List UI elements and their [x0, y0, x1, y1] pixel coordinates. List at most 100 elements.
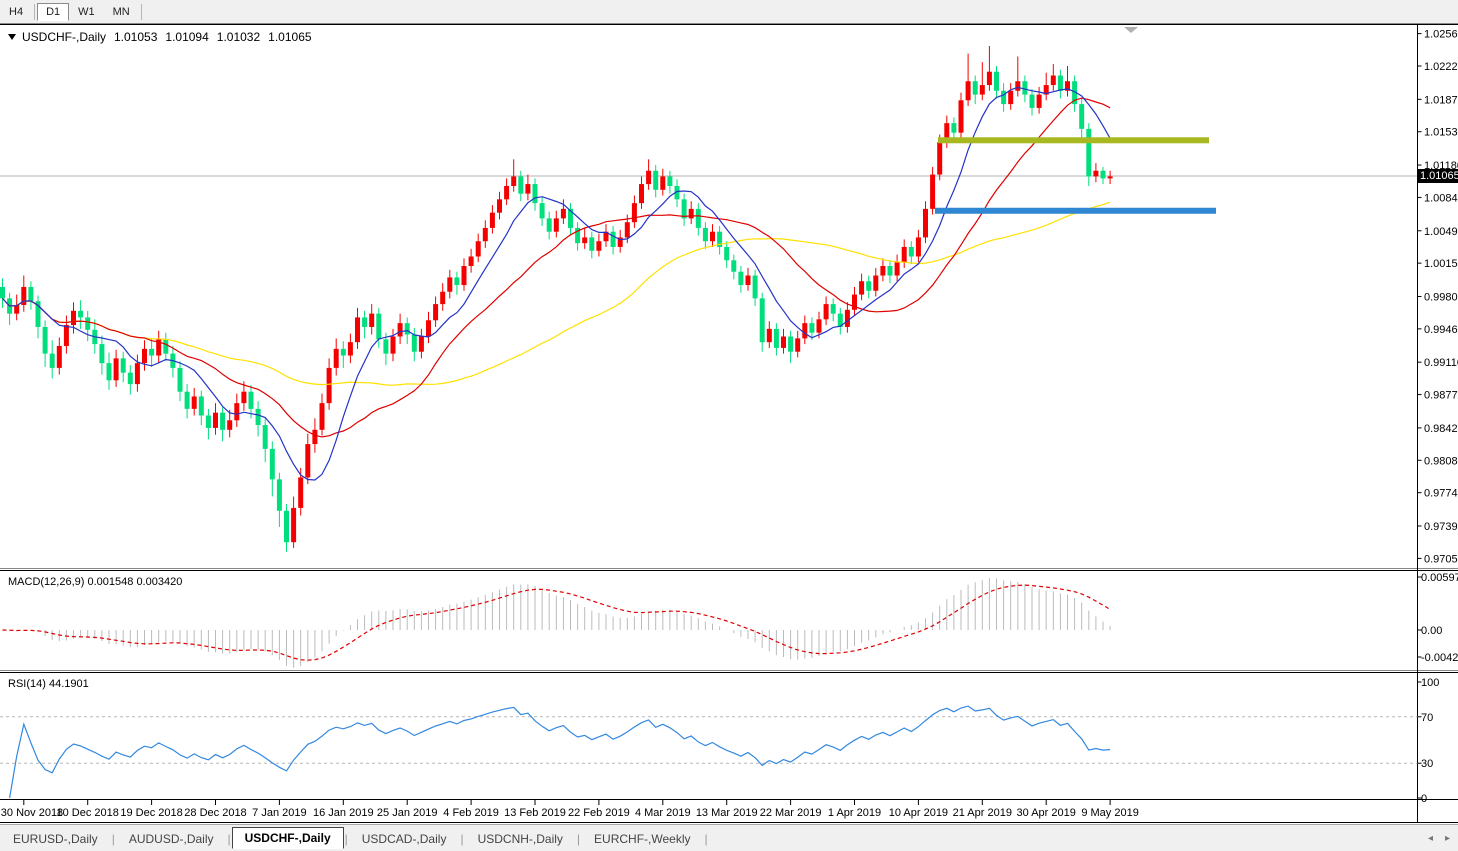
symbol-tab-usdchf[interactable]: USDCHF-,Daily — [231, 826, 344, 849]
candle-body — [390, 336, 396, 354]
candle-body — [49, 353, 55, 368]
candle-body — [56, 346, 62, 368]
candle-body — [773, 328, 779, 348]
candle-body — [262, 425, 268, 449]
rsi-axis-label: 30 — [1421, 758, 1433, 770]
candle-body — [14, 305, 20, 314]
symbol-marker-icon — [8, 34, 16, 40]
candle-body — [965, 81, 971, 101]
candle-body — [710, 231, 715, 242]
symbol-tab-usdcad[interactable]: USDCAD-,Daily — [361, 831, 447, 846]
candle-body — [624, 222, 630, 238]
candle-body — [1036, 94, 1042, 108]
quote-low: 1.01032 — [216, 30, 261, 44]
candle-body — [717, 231, 723, 247]
candle-body — [873, 275, 879, 291]
candle-body — [639, 184, 644, 204]
candle-body — [71, 310, 76, 326]
candle-body — [1057, 75, 1063, 91]
candle-body — [518, 176, 524, 194]
candle-body — [482, 227, 488, 242]
candle-body — [674, 186, 680, 200]
date-axis-label: 4 Mar 2019 — [635, 807, 691, 819]
candle-body — [908, 246, 914, 257]
candle-body — [681, 199, 687, 219]
candle-body — [1079, 104, 1085, 129]
candle-body — [312, 429, 318, 445]
candle-body — [454, 277, 460, 286]
price-axis-label: 1.00490 — [1424, 226, 1458, 238]
candle-body — [603, 231, 609, 242]
date-axis-label: 10 Apr 2019 — [889, 807, 948, 819]
candle-body — [646, 170, 652, 185]
tab-scroll-right-button[interactable]: ▸ — [1444, 833, 1450, 844]
candle-body — [163, 339, 169, 354]
candle-body — [113, 358, 119, 381]
candle-body — [589, 237, 595, 251]
candle-body — [397, 323, 403, 337]
candle-body — [99, 344, 105, 364]
symbol-tab-eurchf[interactable]: EURCHF-,Weekly — [594, 831, 691, 846]
candle-body — [120, 358, 126, 373]
candle-body — [127, 372, 133, 385]
date-axis-label: 30 Nov 2018 — [1, 807, 63, 819]
date-axis-label: 13 Mar 2019 — [696, 807, 758, 819]
macd-value-main: 0.001548 — [87, 576, 134, 588]
candle-body — [766, 328, 772, 343]
candle-body — [688, 208, 694, 219]
tab-separator: | — [344, 831, 348, 846]
candle-body — [305, 444, 311, 478]
date-axis-label: 4 Feb 2019 — [443, 807, 499, 819]
macd-name: MACD(12,26,9) — [8, 576, 85, 588]
symbol-name: USDCHF-,Daily — [22, 30, 106, 44]
symbol-tab-eurusd[interactable]: EURUSD-,Daily — [13, 831, 98, 846]
candle-body — [1043, 85, 1049, 95]
candle-body — [106, 363, 112, 381]
timeframe-tab-h4[interactable]: H4 — [9, 5, 24, 18]
candle-body — [731, 260, 737, 272]
candle-body — [994, 71, 999, 91]
candle-body — [866, 281, 872, 291]
symbol-tab-audusd[interactable]: AUDUSD-,Daily — [128, 831, 214, 846]
macd-axis-label: 0.00 — [1421, 625, 1442, 637]
date-axis-label: 16 Jan 2019 — [313, 807, 374, 819]
timeframe-tab-w1[interactable]: W1 — [78, 5, 95, 18]
candle-body — [887, 266, 893, 276]
date-axis-label: 13 Feb 2019 — [504, 807, 566, 819]
candle-body — [532, 184, 538, 204]
candle-body — [653, 170, 659, 190]
candle-body — [568, 208, 573, 228]
candle-body — [859, 281, 865, 295]
horizontal-sr-line — [935, 207, 1216, 214]
moving-average-line — [2, 86, 1111, 481]
timeframe-tab-mn[interactable]: MN — [112, 5, 130, 18]
candle-body — [1086, 128, 1092, 177]
candle-body — [937, 142, 943, 175]
macd-signal-line — [2, 584, 1111, 661]
symbol-tab-usdcnh[interactable]: USDCNH-,Daily — [477, 831, 563, 846]
candle-body — [1022, 81, 1028, 95]
candle-body — [631, 203, 637, 223]
candle-body — [28, 286, 34, 302]
price-axis-label: 1.02220 — [1424, 61, 1458, 73]
candle-body — [319, 403, 325, 430]
timeframe-tab-d1[interactable]: D1 — [37, 2, 70, 21]
candle-body — [667, 176, 673, 186]
candle-body — [617, 237, 623, 247]
tab-scroll-left-button[interactable]: ◂ — [1427, 833, 1433, 844]
candle-body — [411, 334, 417, 352]
tab-separator: | — [704, 831, 708, 846]
candle-body — [269, 448, 275, 480]
candle-body — [177, 367, 183, 392]
candle-body — [837, 313, 843, 327]
candle-body — [1001, 90, 1007, 105]
rsi-axis-label: 0 — [1421, 793, 1427, 805]
candle-body — [205, 415, 211, 428]
candle-body — [63, 325, 69, 346]
